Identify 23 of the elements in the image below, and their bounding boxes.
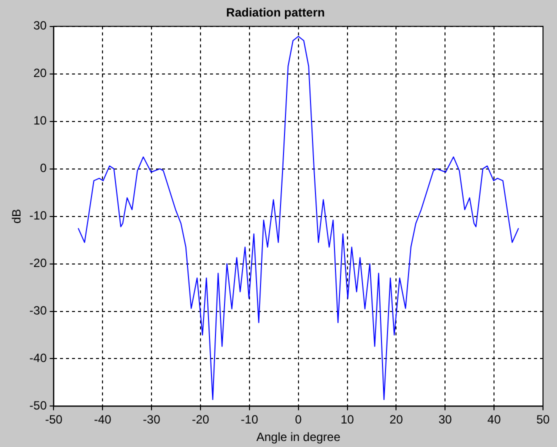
x-tick-label: 30 <box>438 412 452 427</box>
x-tick-label: -40 <box>94 412 112 427</box>
y-tick-label: -30 <box>29 304 48 318</box>
x-axis-title: Angle in degree <box>256 430 341 444</box>
x-tick-label: -30 <box>142 412 161 427</box>
x-tick-label: -10 <box>240 412 258 427</box>
x-tick-label: 0 <box>295 412 302 427</box>
y-tick-label: 10 <box>33 114 48 128</box>
y-tick-label: -10 <box>29 208 48 223</box>
y-tick-label: 30 <box>33 18 48 33</box>
x-tick-label: 10 <box>340 412 354 427</box>
x-tick-label: -20 <box>192 412 210 427</box>
x-tick-label: 20 <box>390 412 404 427</box>
x-tick-label: 50 <box>536 412 550 427</box>
x-tick-label: 40 <box>487 412 502 427</box>
y-tick-label: -20 <box>29 256 48 270</box>
chart-title: Radiation pattern <box>226 6 325 20</box>
x-tick-label: -50 <box>45 412 63 427</box>
y-tick-label: -50 <box>29 398 48 413</box>
y-tick-label: -40 <box>29 351 48 366</box>
y-axis-title: dB <box>10 208 24 224</box>
y-tick-label: 0 <box>40 161 48 176</box>
y-tick-label: 20 <box>33 66 48 80</box>
